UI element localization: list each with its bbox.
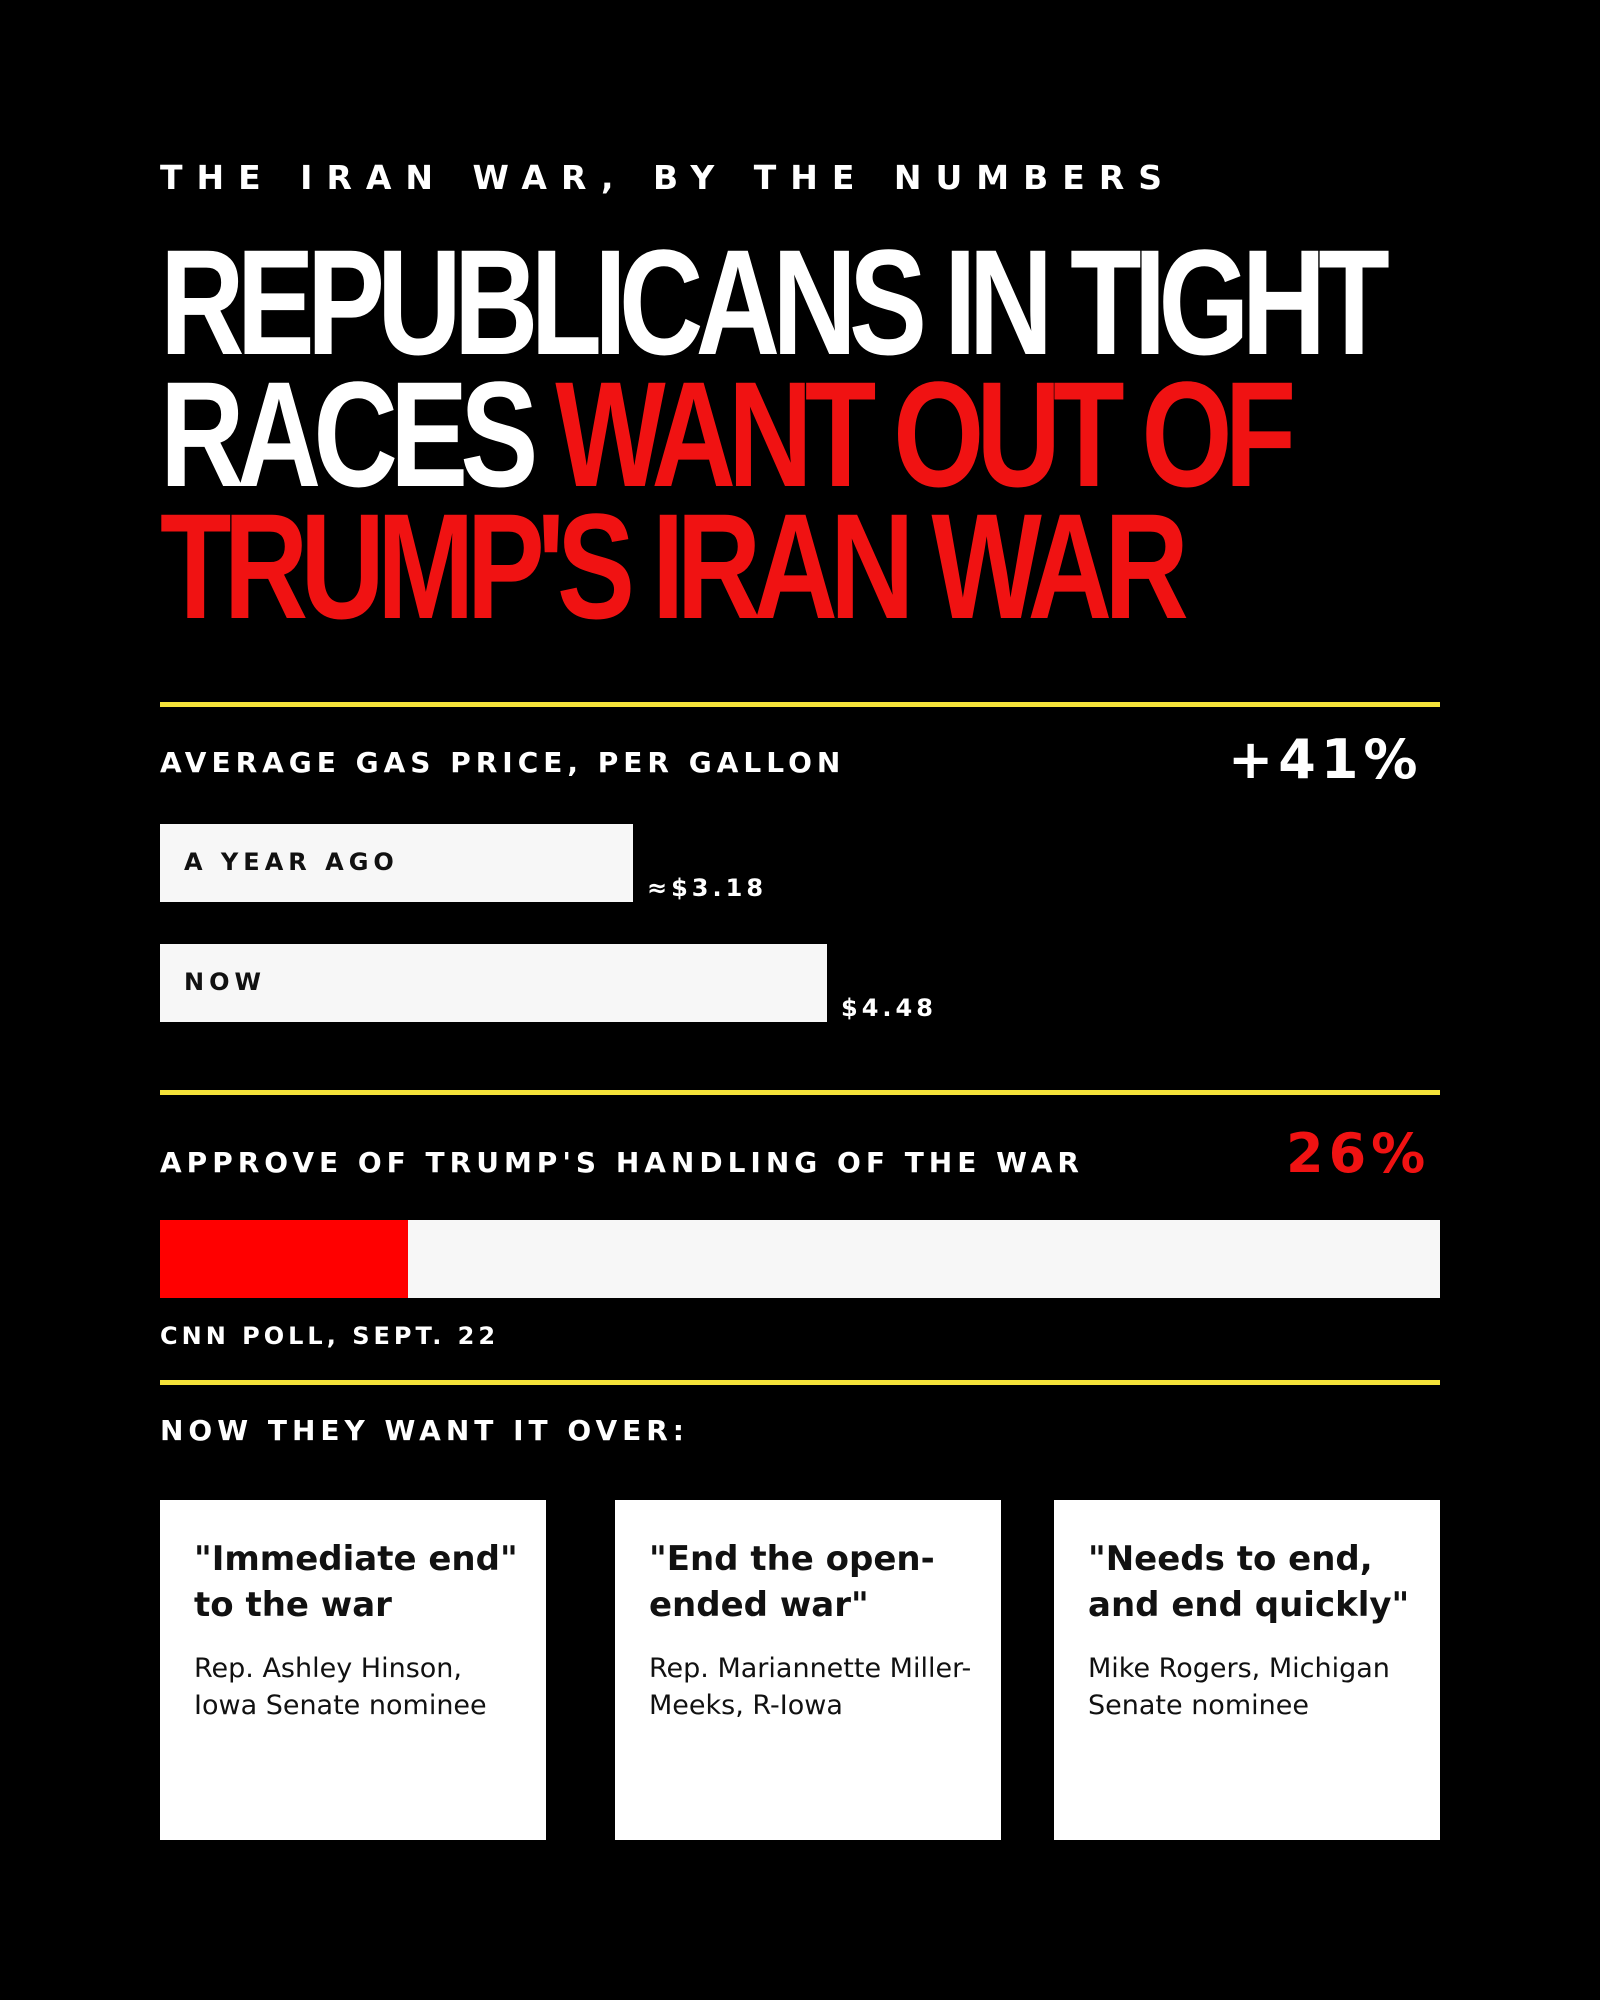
headline: REPUBLICANS IN TIGHT RACES WANT OUT OF T…: [160, 227, 1439, 641]
approval-value: 26%: [1286, 1122, 1431, 1185]
gas-value-year-ago: ≈$3.18: [647, 874, 768, 902]
divider-rule: [160, 1380, 1440, 1385]
quotes-section-label: NOW THEY WANT IT OVER:: [160, 1414, 690, 1447]
quote-text: "Needs to end, and end quickly": [1088, 1539, 1410, 1625]
headline-red-part: WANT OUT OF TRUMP'S IRAN WAR: [160, 350, 1296, 650]
divider-rule: [160, 702, 1440, 707]
quote-card: "Immediate end" to the war Rep. Ashley H…: [160, 1500, 546, 1840]
quote-card: "End the open-ended war" Rep. Mariannett…: [615, 1500, 1001, 1840]
quote-attribution: Rep. Ashley Hinson, Iowa Senate nominee: [194, 1653, 487, 1721]
quote-attribution: Mike Rogers, Michigan Senate nominee: [1088, 1653, 1390, 1721]
quote-attribution: Rep. Mariannette Miller-Meeks, R-Iowa: [649, 1653, 972, 1721]
poll-source: CNN POLL, SEPT. 22: [160, 1322, 500, 1350]
gas-bar-year-ago-label: A YEAR AGO: [184, 848, 399, 876]
divider-rule: [160, 1090, 1440, 1095]
quote-text: "End the open-ended war": [649, 1539, 935, 1625]
approval-label: APPROVE OF TRUMP'S HANDLING OF THE WAR: [160, 1146, 1084, 1179]
quote-text: "Immediate end" to the war: [194, 1539, 518, 1625]
gas-bar-now-label: NOW: [184, 968, 266, 996]
headline-white-part: REPUBLICANS IN TIGHT RACES: [160, 218, 1390, 518]
gas-price-change: +41%: [1228, 728, 1423, 791]
kicker: THE IRAN WAR, BY THE NUMBERS: [160, 158, 1177, 197]
gas-price-label: AVERAGE GAS PRICE, PER GALLON: [160, 746, 846, 779]
approval-bar-fill: [160, 1220, 408, 1298]
approval-bar-track: [160, 1220, 1440, 1298]
gas-bar-year-ago: A YEAR AGO: [160, 824, 633, 902]
gas-value-now: $4.48: [841, 994, 937, 1022]
quote-card: "Needs to end, and end quickly" Mike Rog…: [1054, 1500, 1440, 1840]
gas-bar-now: NOW: [160, 944, 827, 1022]
